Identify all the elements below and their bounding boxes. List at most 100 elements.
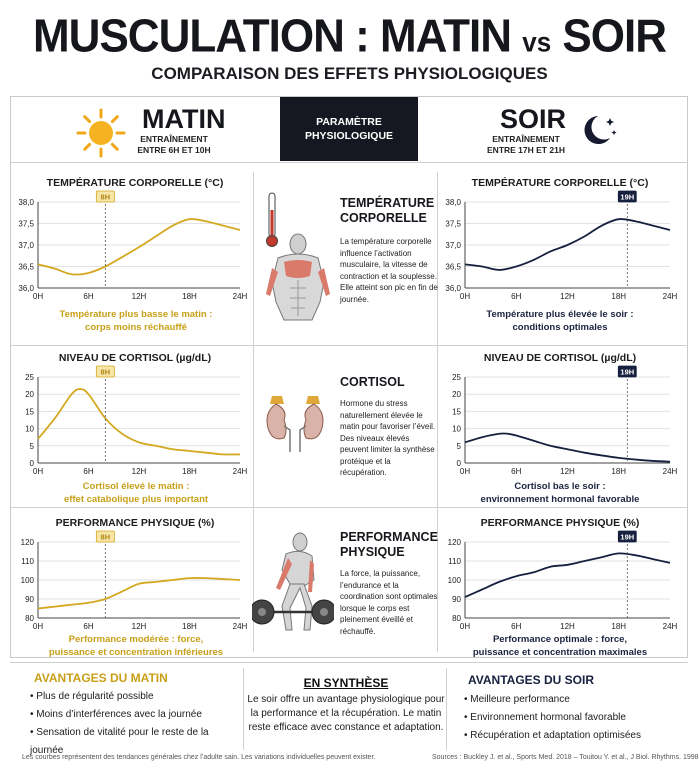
advantages-evening-list: Meilleure performance Environnement horm… [464,691,684,745]
series-line [37,218,241,276]
divider-header [10,162,688,163]
kidneys-adrenal-icon [266,396,324,452]
caption-line: environnement hormonal favorable [480,494,640,505]
y-tick-label: 110 [21,557,34,566]
y-tick-label: 38,0 [18,198,34,207]
morning-sub-line1: ENTRAÎNEMENT [140,134,208,144]
time-marker-badge [95,530,115,543]
param-name-line: PERFORMANCE [340,530,438,544]
advantages-morning-list: Plus de régularité possible Moins d’inte… [30,688,240,760]
divider-row1 [10,345,688,346]
series-line [464,552,671,598]
deadlift-athlete-icon [252,532,334,631]
y-tick-label: 100 [448,576,462,585]
evening-sub-line1: ENTRAÎNEMENT [492,134,560,144]
y-tick-label: 36,5 [18,263,34,272]
y-tick-label: 25 [25,373,34,382]
morning-sub-line2: ENTRE 6H ET 10H [137,145,211,155]
x-tick-label: 6H [83,622,93,631]
time-marker-badge [617,530,637,543]
y-tick-label: 110 [448,557,461,566]
caption-temp-morning: Température plus basse le matin : corps … [20,308,252,334]
time-marker-badge [95,190,115,203]
x-tick-label: 24H [663,622,678,631]
divider-row2 [10,507,688,508]
series-line [464,432,671,463]
content-frame [10,96,688,658]
x-tick-label: 0H [33,467,43,476]
y-tick-label: 15 [25,407,34,416]
y-tick-label: 36,5 [445,263,461,272]
x-tick-label: 12H [560,467,575,476]
param-name-temperature: TEMPÉRATURE CORPORELLE [340,196,434,226]
series-line [37,388,241,456]
x-tick-label: 0H [33,622,43,631]
x-tick-label: 0H [460,622,470,631]
x-tick-label: 18H [182,467,197,476]
time-marker-label: 8H [101,193,111,202]
param-name-cortisol: CORTISOL [340,375,405,390]
chart-title-temp-morning: TEMPÉRATURE CORPORELLE (°C) [46,177,224,189]
parameter-header: PARAMÈTRE PHYSIOLOGIQUE [280,97,418,161]
param-header-line1: PARAMÈTRE [316,116,382,128]
caption-line: Cortisol bas le soir : [514,481,606,492]
series-line [37,577,241,610]
y-tick-label: 20 [452,390,461,399]
evening-subtitle: ENTRAÎNEMENT ENTRE 17H ET 21H [484,134,568,156]
chart-title-cortisol-evening: NIVEAU DE CORTISOL (µg/dL) [483,352,637,364]
y-tick-label: 5 [457,442,462,451]
divider-row3 [10,662,688,663]
x-tick-label: 12H [560,622,575,631]
time-marker-label: 8H [101,533,111,542]
morning-subtitle: ENTRAÎNEMENT ENTRE 6H ET 10H [136,134,212,156]
advantages-morning-title: AVANTAGES DU MATIN [34,671,168,685]
caption-line: Performance modérée : force, [68,634,204,645]
y-tick-label: 37,5 [445,220,461,229]
time-marker-label: 19H [620,368,634,377]
x-tick-label: 24H [233,467,248,476]
caption-line: Cortisol élevé le matin : [82,481,190,492]
muscular-torso-icon [266,233,330,321]
caption-line: puissance et concentration maximales [472,647,648,658]
y-tick-label: 10 [452,425,461,434]
x-tick-label: 18H [182,622,197,631]
y-tick-label: 80 [25,614,34,623]
caption-line: effet catabolique plus important [63,494,209,505]
list-item: Plus de régularité possible [30,688,240,706]
y-tick-label: 0 [30,459,35,468]
y-tick-label: 10 [25,425,34,434]
x-tick-label: 24H [663,292,678,301]
y-tick-label: 80 [452,614,461,623]
y-tick-label: 15 [452,407,461,416]
advantages-evening-title: AVANTAGES DU SOIR [468,673,595,687]
time-marker-label: 8H [101,368,111,377]
y-tick-label: 120 [448,538,462,547]
x-tick-label: 6H [511,622,521,631]
x-tick-label: 0H [33,292,43,301]
list-item: Moins d’interférences avec la journée [30,706,240,724]
list-item: Récupération et adaptation optimisées [464,727,684,745]
time-marker-badge [95,365,115,378]
x-tick-label: 6H [83,292,93,301]
y-tick-label: 37,5 [18,220,34,229]
caption-cortisol-morning: Cortisol élevé le matin : effet cataboli… [20,480,252,506]
series-line [464,218,671,271]
time-marker-label: 19H [620,193,634,202]
y-tick-label: 90 [452,595,461,604]
x-tick-label: 18H [611,622,626,631]
bottom-separator-left [243,668,244,750]
y-tick-label: 37,0 [18,241,34,250]
time-marker-label: 19H [620,533,634,542]
param-header-line2: PHYSIOLOGIQUE [304,130,394,142]
synthesis-title: EN SYNTHÈSE [303,676,389,690]
x-tick-label: 18H [611,292,626,301]
chart-title-cortisol-morning: NIVEAU DE CORTISOL (µg/dL) [58,352,212,364]
y-tick-label: 90 [25,595,34,604]
caption-temp-evening: Température plus élevée le soir : condit… [440,308,680,334]
y-tick-label: 20 [25,390,34,399]
x-tick-label: 12H [132,467,147,476]
y-tick-label: 36,0 [445,284,461,293]
x-tick-label: 0H [460,467,470,476]
caption-line: corps moins réchauffé [85,322,187,333]
x-tick-label: 24H [233,292,248,301]
